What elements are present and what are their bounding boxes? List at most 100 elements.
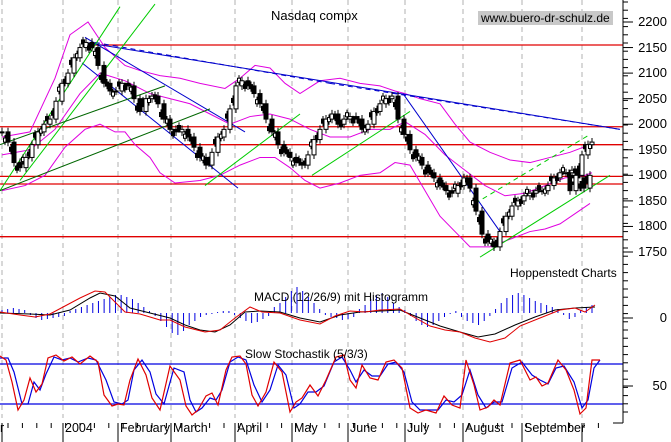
price-axis-label: 2050 <box>638 90 667 106</box>
candle-body <box>171 131 175 137</box>
candle-body <box>371 110 377 125</box>
candle-body <box>543 188 547 194</box>
candle-body <box>533 190 539 194</box>
candle-body <box>47 118 53 125</box>
trendline <box>311 111 411 176</box>
candle-body <box>335 113 341 125</box>
candle-body <box>167 118 173 130</box>
candle-body <box>359 118 365 130</box>
candle-body <box>345 112 349 118</box>
candle-body <box>81 39 85 45</box>
month-axis-label: February <box>120 421 171 435</box>
candle-body <box>581 177 587 189</box>
month-axis-label: April <box>237 421 263 435</box>
month-axis-label: May <box>294 421 318 435</box>
candle-body <box>245 80 251 87</box>
candle-body <box>587 174 593 189</box>
watermark-url: www.buero-dr-schulz.de <box>478 11 613 25</box>
trendline <box>0 108 211 192</box>
month-axis-label: August <box>465 421 504 435</box>
trendline <box>0 85 166 146</box>
candle-body <box>131 85 137 100</box>
candle-body <box>413 149 419 158</box>
candle-body <box>467 177 473 189</box>
candle-body <box>185 128 191 138</box>
candle-body <box>23 156 29 169</box>
candle-body <box>263 103 269 120</box>
candle-body <box>363 127 367 133</box>
candle-body <box>155 95 161 105</box>
candle-body <box>545 185 551 192</box>
candle-body <box>381 95 385 101</box>
candle-body <box>95 47 101 66</box>
candle-body <box>227 108 233 130</box>
price-axis-label: 1950 <box>638 141 667 157</box>
macd-zero-label: 0 <box>659 310 667 325</box>
stochastic-title: Slow Stochastik (5/3/3) <box>245 347 368 361</box>
candle-body <box>347 116 353 120</box>
candle-body <box>251 85 257 95</box>
source-label: Hoppenstedt Charts <box>510 266 617 280</box>
candle-body <box>441 182 445 188</box>
candle-body <box>35 131 41 146</box>
candle-body <box>557 172 563 179</box>
candle-body <box>473 187 479 212</box>
candle-body <box>285 149 289 155</box>
candle-body <box>407 133 413 151</box>
candle-body <box>489 238 493 244</box>
candle-body <box>485 233 491 243</box>
candle-body <box>449 190 455 194</box>
candle-body <box>531 192 535 198</box>
candle-body <box>323 118 329 130</box>
candle-body <box>143 98 149 112</box>
candle-body <box>209 151 215 166</box>
candle-body <box>578 183 582 189</box>
stochastic-k-line <box>0 354 600 416</box>
month-axis-label: July <box>407 421 430 435</box>
candle-body <box>351 118 355 124</box>
candle-body <box>113 90 119 93</box>
candle-body <box>567 174 573 192</box>
candle-body <box>387 97 391 103</box>
candle-body <box>341 118 347 125</box>
candle-body <box>87 45 91 51</box>
candle-body <box>353 116 359 120</box>
candle-body <box>455 185 461 194</box>
candle-body <box>237 77 241 83</box>
candle-body <box>287 151 293 158</box>
candle-body <box>197 146 203 158</box>
candle-body <box>311 139 317 156</box>
candle-body <box>419 156 425 166</box>
macd-title: MACD (12/26/9) mit Histogramm <box>254 290 429 304</box>
candle-body <box>555 175 559 181</box>
candle-body <box>89 41 95 49</box>
month-axis-label: r <box>0 421 5 435</box>
candle-body <box>59 82 65 102</box>
candle-body <box>177 125 181 131</box>
candle-body <box>425 164 431 174</box>
candle-body <box>551 177 557 187</box>
candle-body <box>297 158 301 164</box>
candle-body <box>281 144 287 153</box>
candle-body <box>215 136 221 153</box>
candle-body <box>327 117 331 123</box>
candle-body <box>305 154 311 166</box>
candle-body <box>257 93 263 105</box>
candle-body <box>111 91 115 97</box>
candle-body <box>107 82 113 92</box>
candle-body <box>561 167 565 173</box>
candle-body <box>429 169 433 175</box>
macd-line <box>0 290 596 343</box>
candle-body <box>479 210 485 235</box>
candle-body <box>431 172 437 179</box>
macd-signal-line <box>0 292 596 338</box>
candle-body <box>53 100 59 120</box>
month-axis-label: June <box>350 421 378 435</box>
candle-body <box>41 123 47 133</box>
candle-body <box>243 83 247 89</box>
candle-body <box>519 198 523 204</box>
chart-title: Nasdaq compx <box>271 8 358 23</box>
price-axis-label: 1800 <box>638 218 667 234</box>
